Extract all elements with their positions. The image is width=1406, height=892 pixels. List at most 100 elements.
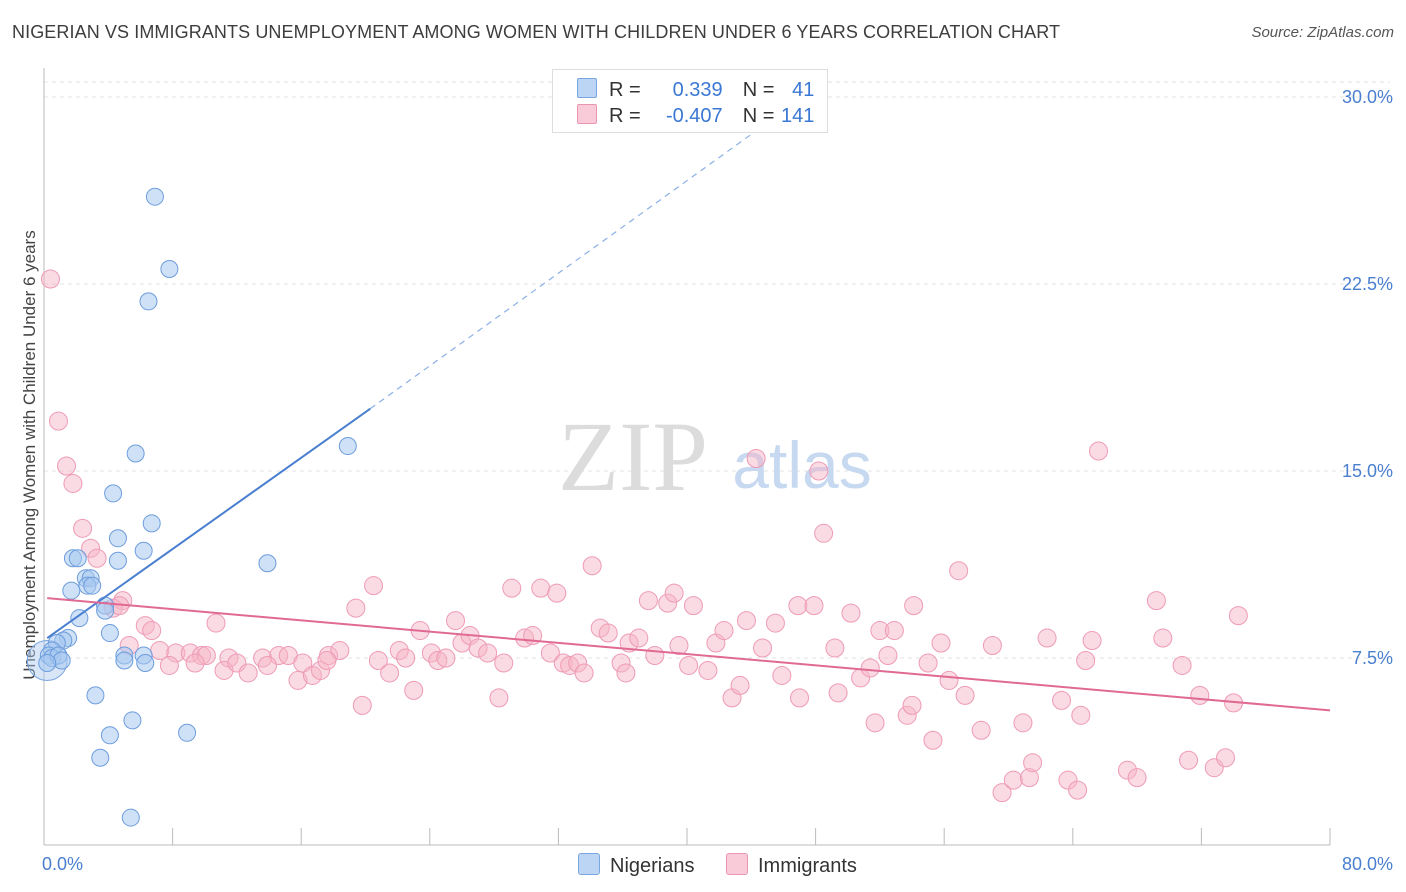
data-point-nigerians	[100, 726, 119, 745]
data-point-immigrants	[238, 663, 258, 683]
correlation-legend: R = 0.339 N = 41 R = -0.407 N = 141	[552, 69, 828, 133]
data-point-immigrants	[698, 660, 718, 680]
data-point-nigerians	[38, 653, 57, 672]
series-nigerians	[26, 187, 357, 827]
data-point-immigrants	[825, 638, 845, 658]
trend-line-nigerians-extension	[369, 133, 752, 410]
data-point-immigrants	[918, 653, 938, 673]
data-point-immigrants	[547, 583, 567, 603]
data-point-immigrants	[736, 611, 756, 631]
data-point-immigrants	[142, 621, 162, 641]
gridlines	[44, 81, 1390, 659]
data-point-immigrants	[57, 456, 77, 476]
data-point-immigrants	[574, 663, 594, 683]
data-point-nigerians	[121, 808, 140, 827]
data-point-nigerians	[108, 529, 127, 548]
data-point-immigrants	[48, 411, 68, 431]
data-point-nigerians	[83, 576, 102, 595]
data-point-nigerians	[142, 514, 161, 533]
data-point-immigrants	[884, 621, 904, 641]
data-point-immigrants	[1013, 713, 1033, 733]
data-point-immigrants	[1068, 780, 1088, 800]
data-point-immigrants	[206, 613, 226, 633]
data-point-immigrants	[629, 628, 649, 648]
data-point-nigerians	[96, 601, 115, 620]
data-point-immigrants	[436, 648, 456, 668]
data-point-nigerians	[104, 484, 123, 503]
trend-line-nigerians	[46, 407, 371, 639]
watermark-zip: ZIP	[558, 401, 708, 512]
data-point-nigerians	[338, 437, 357, 456]
data-point-immigrants	[790, 688, 810, 708]
data-point-immigrants	[73, 518, 93, 538]
data-point-immigrants	[949, 561, 969, 581]
data-point-immigrants	[1228, 606, 1248, 626]
data-point-immigrants	[772, 665, 792, 685]
data-point-immigrants	[955, 685, 975, 705]
data-point-nigerians	[126, 444, 145, 463]
data-point-immigrants	[352, 695, 372, 715]
data-point-immigrants	[540, 643, 560, 663]
data-point-immigrants	[404, 680, 424, 700]
data-point-immigrants	[809, 461, 829, 481]
data-point-immigrants	[753, 638, 773, 658]
data-point-immigrants	[364, 576, 384, 596]
data-point-immigrants	[902, 695, 922, 715]
data-point-immigrants	[346, 598, 366, 618]
data-point-immigrants	[645, 645, 665, 665]
data-point-nigerians	[68, 549, 87, 568]
data-point-immigrants	[1076, 650, 1096, 670]
bottom-legend-label-immigrants: Immigrants	[758, 855, 857, 877]
data-point-immigrants	[185, 653, 205, 673]
data-point-immigrants	[746, 449, 766, 469]
x-tick-label: 0.0%	[42, 854, 83, 874]
x-tick-label: 80.0%	[1342, 854, 1393, 874]
bottom-legend-swatch-immigrants	[726, 853, 748, 875]
data-point-immigrants	[368, 650, 388, 670]
legend-r-value: 0.339	[672, 79, 723, 101]
source-label: Source: ZipAtlas.com	[1251, 24, 1394, 41]
data-point-immigrants	[1071, 705, 1091, 725]
data-point-immigrants	[380, 663, 400, 683]
data-point-immigrants	[1023, 753, 1043, 773]
data-point-immigrants	[679, 655, 699, 675]
data-point-immigrants	[1179, 750, 1199, 770]
data-point-immigrants	[582, 556, 602, 576]
data-point-immigrants	[828, 683, 848, 703]
legend-n-value: 141	[781, 105, 815, 127]
data-point-immigrants	[1190, 685, 1210, 705]
data-point-immigrants	[638, 591, 658, 611]
data-point-immigrants	[531, 578, 551, 598]
data-point-immigrants	[865, 713, 885, 733]
axes	[43, 68, 1331, 846]
data-point-immigrants	[330, 641, 350, 661]
data-point-immigrants	[1146, 591, 1166, 611]
data-point-immigrants	[1153, 628, 1173, 648]
data-point-immigrants	[494, 653, 514, 673]
data-point-immigrants	[669, 636, 689, 656]
data-point-immigrants	[683, 596, 703, 616]
data-point-immigrants	[1216, 748, 1236, 768]
y-tick-label: 7.5%	[1352, 648, 1393, 668]
legend-row-immigrants: R = -0.407 N = 141	[577, 104, 815, 127]
data-point-nigerians	[160, 260, 179, 278]
legend-r-label: R =	[609, 79, 641, 101]
bottom-legend-nigerians: Nigerians	[578, 853, 694, 878]
chart-title: NIGERIAN VS IMMIGRANTS UNEMPLOYMENT AMON…	[12, 22, 1061, 42]
data-point-immigrants	[63, 473, 83, 493]
legend-r-value: -0.407	[665, 105, 723, 127]
data-point-immigrants	[446, 611, 466, 631]
data-point-immigrants	[878, 645, 898, 665]
data-point-immigrants	[788, 596, 808, 616]
data-point-nigerians	[145, 187, 164, 206]
data-point-nigerians	[86, 686, 105, 705]
data-point-nigerians	[134, 541, 153, 560]
data-point-nigerians	[178, 723, 197, 742]
tick-labels: 7.5% 15.0% 22.5% 30.0% 0.0% 80.0%	[42, 87, 1393, 874]
data-point-immigrants	[1037, 628, 1057, 648]
data-point-immigrants	[982, 636, 1002, 656]
data-point-immigrants	[396, 648, 416, 668]
legend-n-label: N =	[742, 79, 775, 101]
series-immigrants	[40, 269, 1248, 803]
y-tick-label: 22.5%	[1342, 274, 1393, 294]
